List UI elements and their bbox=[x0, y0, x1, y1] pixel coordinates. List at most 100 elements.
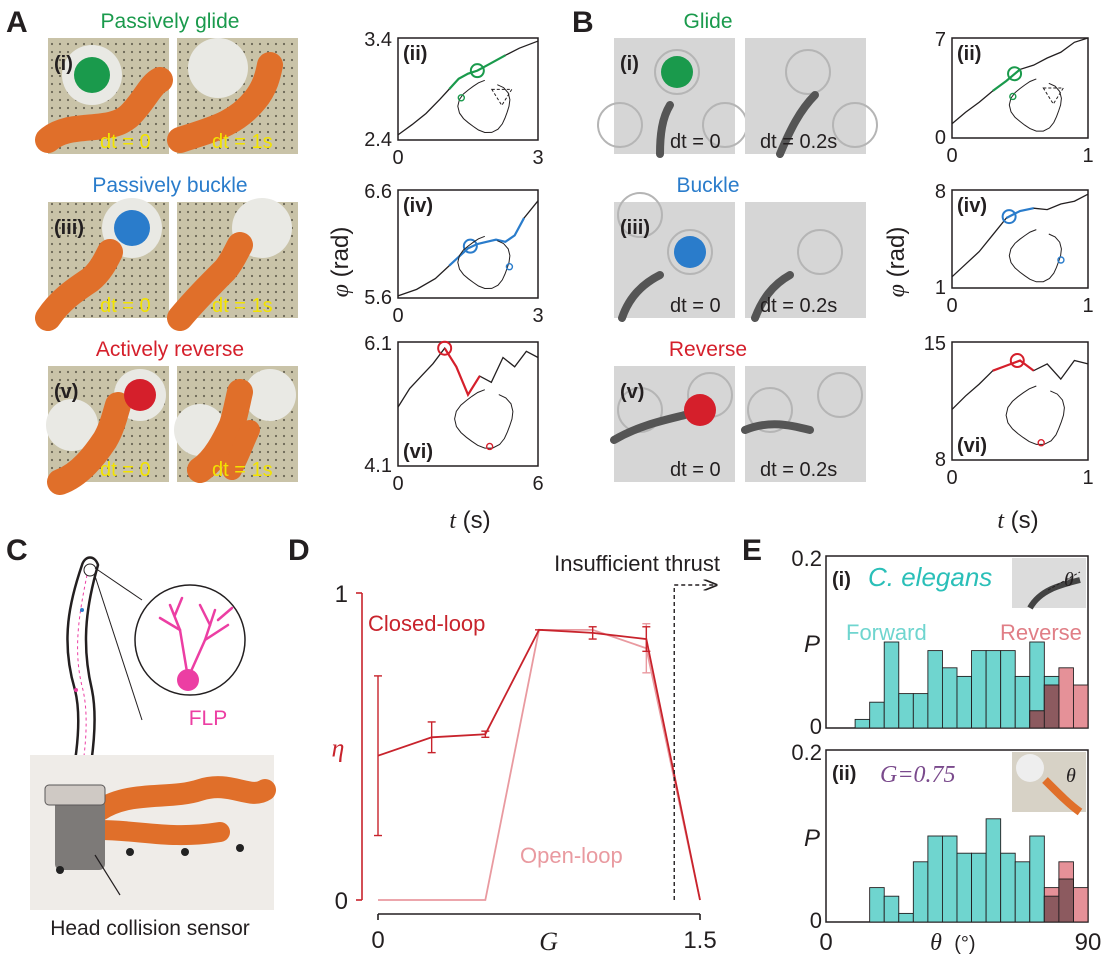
reverse-dot-b bbox=[684, 394, 716, 426]
dt-label-b3r: dt = 0.2s bbox=[760, 459, 837, 481]
x-tick-label: 0 bbox=[392, 305, 403, 327]
phi-angle-glyph bbox=[490, 88, 513, 107]
plot-frame bbox=[397, 37, 539, 141]
glide-dot-b bbox=[661, 56, 693, 88]
buckle-dot-b bbox=[674, 236, 706, 268]
series-line bbox=[397, 347, 539, 408]
dt-label-a2: dt = 0 bbox=[100, 295, 151, 317]
t-symbol-a: t bbox=[449, 508, 457, 534]
axis-label-t-b: t (s) bbox=[997, 507, 1038, 534]
forward-bar bbox=[927, 650, 943, 729]
trajectory-marker bbox=[1009, 92, 1017, 101]
chart-b-vi: 0 1 8 15 (vi) bbox=[924, 333, 1094, 489]
forward-bar bbox=[898, 912, 914, 923]
photo-a2-left: (iii) dt = 0 bbox=[35, 198, 169, 331]
x-axis-unit: (°) bbox=[954, 933, 975, 955]
overlap-bar bbox=[1043, 895, 1060, 923]
buckle-dot bbox=[114, 210, 150, 246]
y-tick-label: 6.1 bbox=[364, 333, 392, 355]
x-tick-label: 3 bbox=[532, 147, 543, 169]
roman-a-i: (i) bbox=[54, 53, 73, 75]
event-marker bbox=[1007, 66, 1023, 82]
photo-a3-right: dt = 1s bbox=[174, 366, 298, 483]
photo-b3-right: dt = 0.2s bbox=[741, 366, 866, 482]
inset-robot bbox=[1042, 777, 1083, 816]
event-marker bbox=[1009, 353, 1025, 369]
forward-label: Forward bbox=[846, 620, 927, 645]
subpanel-label: (iv) bbox=[403, 195, 433, 217]
reverse-bar bbox=[1072, 887, 1089, 923]
dt-label-b1: dt = 0 bbox=[670, 131, 721, 153]
plot-frame bbox=[397, 189, 539, 299]
chart-a-vi: 0 6 4.1 6.1 (vi) bbox=[364, 333, 543, 495]
chart-e-i: 0.2 0 P (i) C. elegans Forward Reverse θ bbox=[791, 546, 1089, 739]
insufficient-thrust-label: Insufficient thrust bbox=[554, 551, 720, 576]
x-tick-label: 6 bbox=[532, 473, 543, 495]
roman-a-iii: (iii) bbox=[54, 217, 84, 239]
reverse-bar bbox=[1072, 684, 1089, 729]
dt-label-a3: dt = 0 bbox=[100, 459, 151, 481]
caption-passively-buckle: Passively buckle bbox=[92, 174, 247, 197]
trajectory-inset bbox=[454, 389, 514, 449]
x-tick-label: 0 bbox=[819, 929, 832, 956]
highlight-segment bbox=[443, 347, 481, 398]
forward-bar bbox=[927, 835, 943, 923]
trajectory-inset bbox=[457, 79, 511, 134]
forward-bar bbox=[941, 667, 958, 729]
y-axis-label: η bbox=[332, 734, 345, 763]
panel-label-E: E bbox=[742, 534, 762, 567]
x-tick-label: 3 bbox=[532, 305, 543, 327]
y-tick-label: 0 bbox=[810, 908, 822, 933]
photo-a1-left: (i) dt = 0 bbox=[35, 38, 173, 154]
forward-bar bbox=[912, 861, 929, 923]
forward-bar bbox=[883, 895, 900, 923]
robot-photo bbox=[30, 755, 276, 910]
dt-label-a1: dt = 0 bbox=[100, 131, 151, 153]
trajectory-inset bbox=[457, 235, 511, 290]
y-tick-label: 0.2 bbox=[791, 546, 822, 571]
forward-bar bbox=[971, 852, 987, 923]
dt-label-b3: dt = 0 bbox=[670, 459, 721, 481]
subpanel-label: (vi) bbox=[403, 441, 433, 463]
y-axis-label: P bbox=[804, 631, 820, 658]
t-symbol-b: t bbox=[997, 508, 1005, 534]
trajectory-marker bbox=[457, 94, 466, 102]
svg-text:φ (rad): φ (rad) bbox=[883, 227, 910, 298]
y-tick-label: 1 bbox=[335, 581, 348, 608]
panel-label-A: A bbox=[6, 6, 28, 39]
head-sensor-label: Head collision sensor bbox=[50, 917, 250, 940]
g-value-title: G=0.75 bbox=[880, 762, 956, 788]
overlap-bar bbox=[1029, 710, 1045, 729]
subpanel-label: (ii) bbox=[832, 763, 856, 785]
dt-label-a1r: dt = 1s bbox=[212, 131, 273, 153]
x-tick-label: 0 bbox=[946, 145, 957, 167]
flp-label: FLP bbox=[189, 707, 228, 730]
rad-unit-a: (rad) bbox=[327, 227, 354, 284]
plot-frame bbox=[951, 189, 1089, 289]
plot-frame bbox=[951, 341, 1089, 461]
highlight-segment bbox=[992, 359, 1035, 372]
photo-b1-left: (i) dt = 0 bbox=[597, 38, 748, 158]
forward-bar bbox=[941, 835, 958, 923]
x-tick-label: 0 bbox=[946, 467, 957, 489]
phi-angle-glyph bbox=[1042, 87, 1065, 105]
trajectory-marker bbox=[1037, 439, 1045, 447]
y-tick-label: 3.4 bbox=[364, 29, 392, 51]
chart-a-ii: 0 3 2.4 3.4 (ii) bbox=[364, 29, 543, 169]
s-unit-a: (s) bbox=[456, 507, 491, 534]
series-line bbox=[951, 359, 1089, 410]
event-marker bbox=[469, 63, 485, 79]
closed-loop-label: Closed-loop bbox=[368, 611, 485, 636]
subpanel-label: (iv) bbox=[957, 195, 987, 217]
photo-a3-left: (v) dt = 0 bbox=[46, 366, 169, 495]
dt-label-a2r: dt = 1s bbox=[212, 295, 273, 317]
forward-bar bbox=[883, 641, 900, 729]
panel-label-D: D bbox=[288, 534, 310, 567]
chart-b-ii: 0 1 0 7 (ii) bbox=[935, 29, 1094, 167]
flp-soma bbox=[177, 669, 199, 691]
event-marker bbox=[437, 340, 453, 356]
forward-bar bbox=[1014, 861, 1031, 923]
photo-a1-right: dt = 1s bbox=[167, 38, 298, 154]
